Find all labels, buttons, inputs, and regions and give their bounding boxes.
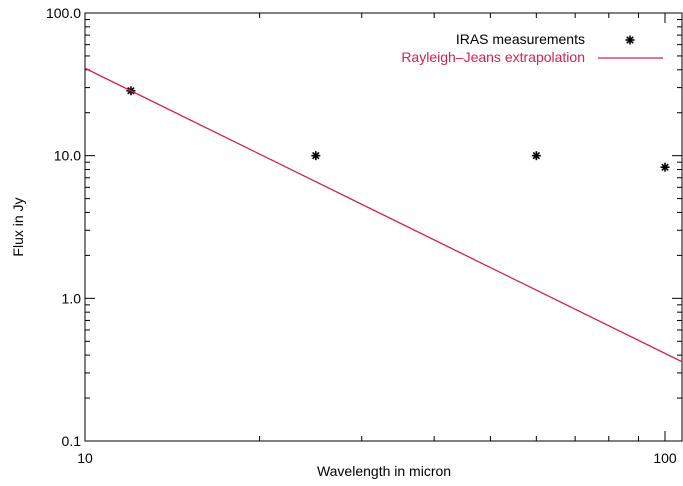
legend-marker-iras xyxy=(625,35,635,45)
legend-label-iras: IRAS measurements xyxy=(456,31,585,47)
y-axis-ticks: 0.1 1.0 10.0 100.0 xyxy=(46,5,682,449)
series-layer xyxy=(85,67,682,363)
series-line-rayleigh-jeans xyxy=(85,67,682,363)
x-tick-label: 100 xyxy=(653,450,677,466)
legend: IRAS measurements Rayleigh–Jeans extrapo… xyxy=(401,31,663,65)
y-tick-label: 1.0 xyxy=(62,290,82,306)
data-point-iras xyxy=(531,151,541,161)
x-axis-label: Wavelength in micron xyxy=(317,463,451,479)
y-tick-label: 100.0 xyxy=(46,5,81,21)
marker-stroke xyxy=(626,36,634,44)
legend-asterisk xyxy=(625,35,635,45)
axes-frame xyxy=(84,12,683,442)
marker-stroke xyxy=(532,151,541,160)
data-point-iras xyxy=(660,162,670,172)
y-axis-label: Flux in Jy xyxy=(10,197,26,256)
y-tick-label: 10.0 xyxy=(54,148,81,164)
x-tick-label: 10 xyxy=(77,450,93,466)
x-axis-ticks: 10 100 xyxy=(77,13,677,466)
marker-stroke xyxy=(661,163,669,171)
y-tick-label: 0.1 xyxy=(62,433,82,449)
legend-label-rayleigh-jeans: Rayleigh–Jeans extrapolation xyxy=(401,49,585,65)
marker-stroke xyxy=(312,151,320,160)
data-point-iras xyxy=(311,151,321,161)
plot-frame xyxy=(84,12,683,442)
